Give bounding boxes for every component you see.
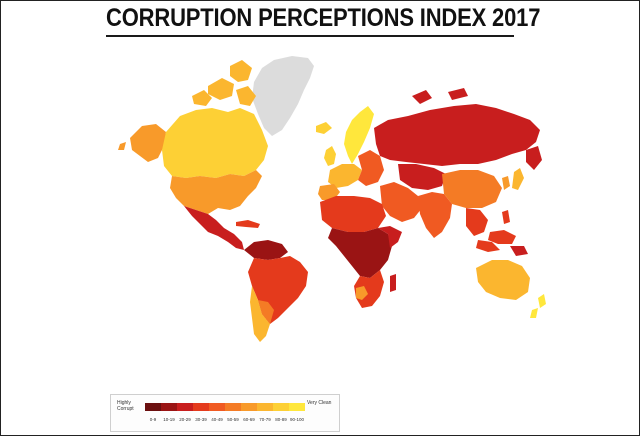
region-kamchatka	[526, 146, 542, 170]
title-underline	[106, 35, 514, 37]
region-middle-east	[380, 182, 422, 222]
region-new-zealand	[530, 294, 546, 318]
legend-low-label: Highly Corrupt	[117, 400, 134, 412]
legend: Highly Corrupt 0-9 10-19 20-29 30-39 40-49 50…	[110, 394, 340, 432]
region-madagascar	[390, 274, 396, 292]
region-iberia	[318, 184, 340, 200]
region-australia	[476, 260, 530, 300]
legend-swatch	[257, 403, 273, 411]
legend-swatch	[289, 403, 305, 411]
legend-tick-label: 10-19	[163, 417, 175, 422]
legend-ticks: 0-9 10-19 20-29 30-39 40-49 50-59 60-69 70-79 80…	[145, 417, 305, 422]
world-map	[118, 56, 546, 342]
region-russia-arctic-islands	[412, 88, 468, 104]
region-china	[442, 170, 502, 208]
region-mexico-central-america	[184, 206, 244, 250]
region-south-america-north	[244, 240, 288, 260]
legend-tick-label: 0-9	[149, 417, 157, 422]
region-iceland	[316, 122, 332, 134]
region-canada	[162, 108, 268, 178]
region-russia	[374, 104, 540, 166]
region-central-asia	[398, 164, 446, 190]
legend-swatch	[145, 403, 161, 411]
legend-swatch	[225, 403, 241, 411]
region-alaska	[118, 124, 166, 162]
legend-tick-label: 70-79	[259, 417, 271, 422]
title-block: CORRUPTION PERCEPTIONS INDEX 2017	[106, 4, 541, 37]
region-philippines	[502, 210, 510, 224]
legend-swatch	[273, 403, 289, 411]
legend-tick-label: 20-29	[179, 417, 191, 422]
legend-tick-label: 90-100	[289, 417, 304, 422]
region-scandinavia	[344, 106, 374, 164]
legend-swatch	[161, 403, 177, 411]
legend-tick-label: 80-89	[275, 417, 287, 422]
region-southern-cone	[250, 286, 270, 342]
region-caribbean	[236, 220, 260, 228]
region-botswana-namibia	[356, 286, 368, 300]
region-south-asia	[418, 192, 452, 238]
legend-tick-label: 30-39	[195, 417, 207, 422]
region-central-africa	[328, 228, 392, 278]
map-title: CORRUPTION PERCEPTIONS INDEX 2017	[106, 4, 541, 32]
legend-swatch	[209, 403, 225, 411]
region-eastern-europe	[358, 150, 384, 186]
region-uk	[324, 146, 336, 166]
legend-swatch	[177, 403, 193, 411]
legend-swatch	[193, 403, 209, 411]
region-papua	[510, 246, 528, 256]
region-greenland	[252, 56, 314, 136]
region-argentina	[258, 300, 274, 324]
region-east-africa	[378, 226, 402, 248]
legend-swatches	[145, 403, 305, 411]
legend-high-label: Very Clean	[307, 400, 332, 406]
legend-tick-label: 40-49	[211, 417, 223, 422]
region-north-africa	[320, 196, 386, 232]
region-southeast-asia	[466, 208, 516, 252]
region-japan	[512, 168, 524, 190]
region-canada-arctic	[192, 60, 256, 106]
region-western-europe	[328, 164, 362, 188]
legend-tick-label: 50-59	[227, 417, 239, 422]
legend-tick-label: 60-69	[243, 417, 255, 422]
region-usa	[170, 170, 262, 214]
region-korea	[502, 176, 510, 190]
legend-swatch	[241, 403, 257, 411]
